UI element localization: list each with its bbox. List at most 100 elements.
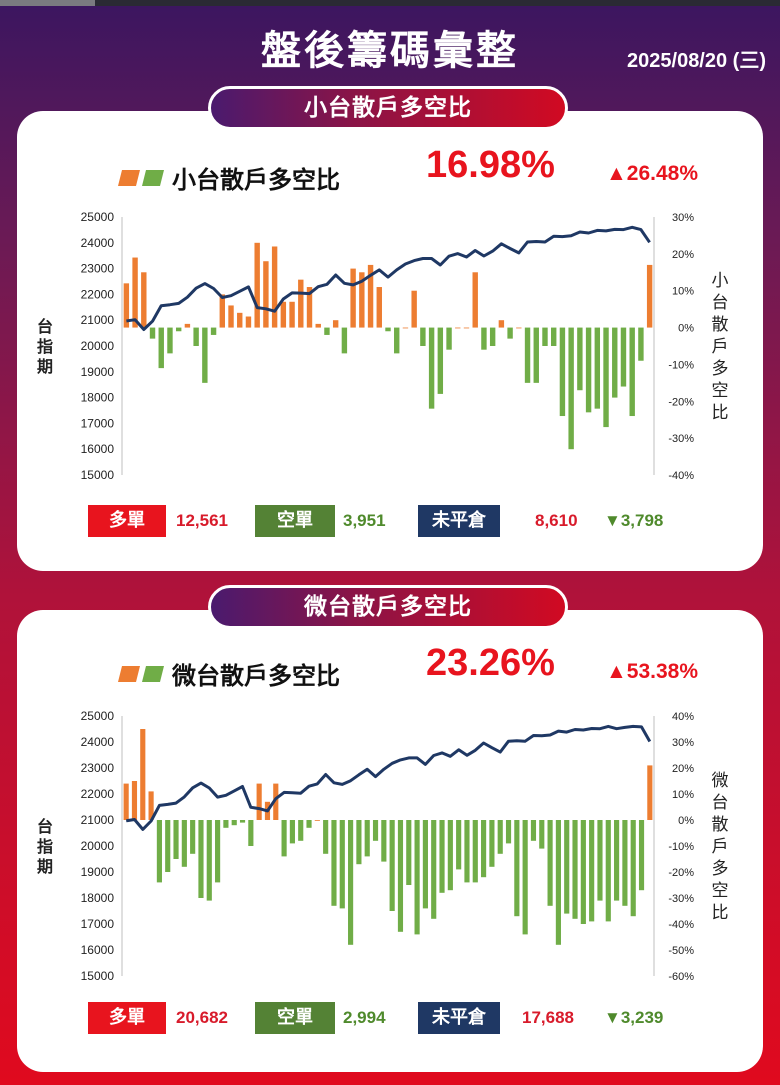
small-tx-ratio-bar bbox=[289, 301, 295, 328]
small-tx-ratio-bar bbox=[367, 264, 374, 328]
small-tx-ratio-bar bbox=[193, 327, 199, 346]
micro-tx-left-tick-label: 15000 bbox=[81, 969, 115, 983]
small-tx-left-tick-label: 17000 bbox=[81, 416, 115, 430]
small-tx-ratio-bar bbox=[385, 327, 391, 332]
micro-tx-ratio-bar bbox=[397, 820, 404, 932]
small-tx-ratio-bar bbox=[542, 327, 548, 346]
small-tx-left-tick-label: 19000 bbox=[81, 365, 115, 379]
small-tx-ratio: 16.98% bbox=[426, 144, 555, 186]
small-tx-ratio-bar bbox=[306, 287, 313, 328]
micro-tx-ratio-bar bbox=[547, 820, 553, 906]
micro-tx-ratio-bar bbox=[239, 820, 246, 823]
micro-tx-ratio-bar bbox=[231, 820, 237, 826]
micro-tx-ratio-bar bbox=[539, 820, 545, 849]
small-tx-long-value: 12,561 bbox=[176, 511, 228, 530]
micro-tx-left-tick-label: 19000 bbox=[81, 865, 115, 879]
micro-tx-right-tick-label: -30% bbox=[668, 893, 694, 905]
micro-tx-short-tag: 空單 bbox=[255, 1002, 335, 1034]
small-tx-ratio-bar bbox=[524, 327, 531, 383]
small-tx-ratio-bar bbox=[245, 316, 252, 328]
micro-tx-ratio-bar bbox=[206, 820, 212, 901]
micro-tx-ratio-bar bbox=[298, 820, 304, 841]
micro-tx-ratio-bar bbox=[472, 820, 478, 883]
micro-tx-ratio-bar bbox=[605, 820, 611, 922]
small-tx-ratio-bar bbox=[123, 283, 130, 328]
small-tx-left-axis-title: 台 bbox=[37, 317, 53, 336]
micro-tx-ratio-bar bbox=[173, 820, 179, 859]
small-tx-ratio-bar bbox=[446, 327, 452, 350]
micro-tx-ratio-bar bbox=[514, 820, 520, 917]
micro-tx-ratio-bar bbox=[356, 820, 362, 865]
micro-tx-ratio-bar bbox=[456, 820, 462, 870]
small-tx-left-tick-label: 16000 bbox=[81, 442, 115, 456]
micro-tx-ratio-bar bbox=[431, 820, 437, 919]
micro-tx-long-tag: 多單 bbox=[88, 1002, 166, 1034]
micro-tx-ratio-bar bbox=[140, 729, 146, 820]
small-tx-ratio-bar bbox=[376, 287, 382, 328]
small-tx-legend-label: 小台散戶多空比 bbox=[172, 166, 340, 194]
micro-tx-left-tick-label: 20000 bbox=[81, 839, 115, 853]
page-title: 盤後籌碼彙整 bbox=[261, 28, 519, 74]
small-tx-ratio-bar bbox=[603, 327, 609, 428]
micro-tx-ratio-bar bbox=[481, 820, 487, 878]
small-tx-ratio-bar bbox=[298, 279, 304, 328]
micro-tx-left-tick-label: 17000 bbox=[81, 917, 115, 931]
small-tx-ratio-bar bbox=[428, 327, 435, 409]
micro-tx-chart: 25000 24000 23000 22000 21000 20000 19000 18000… bbox=[37, 709, 729, 983]
small-tx-pill: 小台散戶多空比 bbox=[208, 86, 568, 130]
small-tx-ratio-bar bbox=[420, 327, 426, 346]
small-tx-ratio-bar bbox=[394, 327, 400, 354]
small-tx-ratio-bar bbox=[516, 327, 522, 329]
small-tx-left-axis-title: 期 bbox=[37, 357, 53, 376]
micro-tx-long-value: 20,682 bbox=[176, 1008, 228, 1027]
small-tx-ratio-bar bbox=[612, 327, 618, 398]
micro-tx-oi-change: ▼3,239 bbox=[604, 1008, 664, 1027]
small-tx-ratio-bar bbox=[219, 294, 225, 328]
small-tx-right-axis-title: 空 bbox=[712, 381, 729, 400]
small-tx-right-tick-label: 10% bbox=[672, 286, 694, 298]
micro-tx-left-tick-label: 25000 bbox=[81, 709, 115, 723]
small-tx-ratio-bar bbox=[280, 301, 287, 328]
small-tx-ratio-bar bbox=[350, 268, 356, 328]
small-tx-ratio-bar bbox=[638, 327, 644, 361]
micro-tx-right-tick-label: 10% bbox=[672, 789, 694, 801]
micro-tx-ratio-bar bbox=[198, 820, 204, 898]
micro-tx-ratio-bar bbox=[464, 820, 470, 883]
micro-tx-ratio-bar bbox=[406, 820, 412, 885]
small-tx-right-axis-title: 多 bbox=[712, 359, 729, 378]
small-tx-ratio-bar bbox=[202, 327, 208, 383]
micro-tx-ratio-bar bbox=[156, 820, 162, 883]
small-tx-ratio-bar bbox=[184, 323, 191, 328]
small-tx-short-value: 3,951 bbox=[343, 511, 386, 530]
small-tx-ratio-bar bbox=[463, 327, 470, 329]
small-tx-ratio-bar bbox=[271, 246, 278, 328]
small-tx-ratio-bar bbox=[577, 327, 583, 391]
small-tx-ratio-bar bbox=[559, 327, 566, 417]
micro-tx-index-line bbox=[125, 724, 652, 831]
small-tx-ratio-bar bbox=[585, 327, 592, 413]
micro-tx-ratio-bar bbox=[123, 783, 129, 820]
small-tx-right-tick-label: -30% bbox=[668, 433, 694, 445]
micro-tx-ratio-bar bbox=[289, 820, 295, 844]
small-tx-ratio-bar bbox=[498, 320, 505, 328]
micro-tx-ratio-bar bbox=[564, 820, 570, 914]
small-tx-right-tick-label: 0% bbox=[678, 323, 694, 335]
micro-tx-ratio-bar bbox=[281, 820, 287, 857]
micro-tx-oi-tag: 未平倉 bbox=[418, 1002, 500, 1034]
small-tx-change: ▲26.48% bbox=[606, 162, 699, 185]
micro-tx-left-tick-label: 22000 bbox=[81, 787, 115, 801]
micro-tx-pill: 微台散戶多空比 bbox=[208, 585, 568, 629]
micro-tx-right-axis-title: 比 bbox=[712, 903, 729, 922]
micro-tx-right-tick-label: 40% bbox=[672, 711, 694, 723]
micro-tx-ratio-bar bbox=[614, 820, 620, 901]
page-date: 2025/08/20 (三) bbox=[627, 50, 766, 72]
small-tx-oi-change: ▼3,798 bbox=[604, 511, 664, 530]
small-tx-ratio-bar bbox=[210, 327, 217, 335]
micro-tx-left-tick-label: 16000 bbox=[81, 943, 115, 957]
micro-tx-right-tick-label: -50% bbox=[668, 945, 694, 957]
small-tx-ratio-bar bbox=[167, 327, 173, 354]
micro-tx-ratio-bar bbox=[572, 820, 578, 919]
small-tx-ratio-bar bbox=[455, 327, 461, 329]
small-tx-left-tick-label: 24000 bbox=[81, 236, 115, 250]
micro-tx-legend: 微台散戶多空比 bbox=[118, 656, 340, 691]
